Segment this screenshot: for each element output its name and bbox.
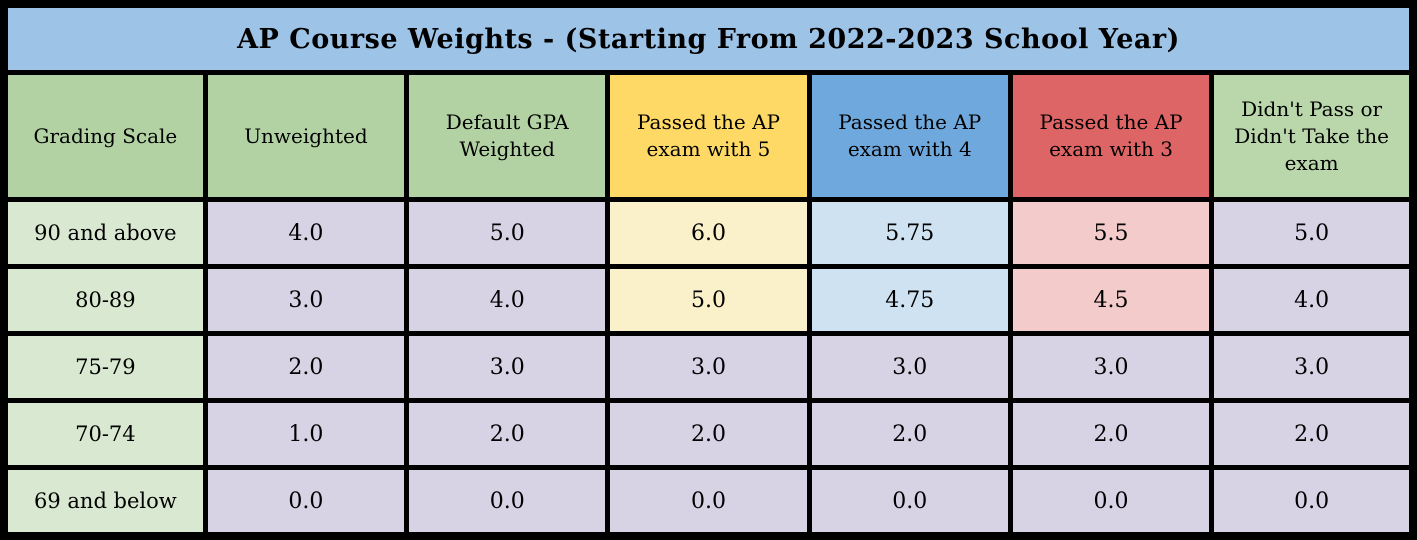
table-title: AP Course Weights - (Starting From 2022-… — [1, 1, 1416, 75]
value-cell: 0.0 — [1209, 465, 1416, 539]
value-cell: 4.0 — [404, 264, 611, 336]
value-cell: 0.0 — [404, 465, 611, 539]
value-cell: 0.0 — [605, 465, 812, 539]
row-label: 90 and above — [1, 197, 208, 269]
value-cell: 5.75 — [806, 197, 1013, 269]
col-header-grading-scale: Grading Scale — [1, 70, 208, 202]
table-row-70-74: 70-74 1.0 2.0 2.0 2.0 2.0 2.0 — [1, 398, 1416, 470]
value-cell: 3.0 — [1209, 331, 1416, 403]
value-cell: 2.0 — [806, 398, 1013, 470]
value-cell: 4.0 — [1209, 264, 1416, 336]
value-cell: 3.0 — [605, 331, 812, 403]
row-label: 70-74 — [1, 398, 208, 470]
table-header-row: Grading Scale Unweighted Default GPA Wei… — [1, 70, 1416, 202]
value-cell: 3.0 — [404, 331, 611, 403]
value-cell: 4.0 — [202, 197, 410, 269]
row-label: 69 and below — [1, 465, 208, 539]
value-cell: 5.0 — [1209, 197, 1416, 269]
table-row-75-79: 75-79 2.0 3.0 3.0 3.0 3.0 3.0 — [1, 331, 1416, 403]
value-cell: 5.0 — [605, 264, 812, 336]
value-cell: 6.0 — [605, 197, 812, 269]
table-title-row: AP Course Weights - (Starting From 2022-… — [1, 1, 1416, 75]
col-header-passed-exam-5: Passed the AP exam with 5 — [605, 70, 812, 202]
value-cell: 4.75 — [806, 264, 1013, 336]
col-header-didnt-pass-or-take: Didn't Pass or Didn't Take the exam — [1209, 70, 1416, 202]
value-cell: 0.0 — [1007, 465, 1215, 539]
col-header-default-gpa: Default GPA Weighted — [404, 70, 611, 202]
value-cell: 3.0 — [202, 264, 410, 336]
value-cell: 2.0 — [202, 331, 410, 403]
col-header-unweighted: Unweighted — [202, 70, 410, 202]
value-cell: 4.5 — [1007, 264, 1215, 336]
value-cell: 0.0 — [806, 465, 1013, 539]
value-cell: 1.0 — [202, 398, 410, 470]
value-cell: 2.0 — [605, 398, 812, 470]
row-label: 75-79 — [1, 331, 208, 403]
value-cell: 3.0 — [1007, 331, 1215, 403]
row-label: 80-89 — [1, 264, 208, 336]
col-header-passed-exam-3: Passed the AP exam with 3 — [1007, 70, 1215, 202]
value-cell: 5.0 — [404, 197, 611, 269]
table-row-80-89: 80-89 3.0 4.0 5.0 4.75 4.5 4.0 — [1, 264, 1416, 336]
value-cell: 2.0 — [404, 398, 611, 470]
value-cell: 3.0 — [806, 331, 1013, 403]
table-row-90-and-above: 90 and above 4.0 5.0 6.0 5.75 5.5 5.0 — [1, 197, 1416, 269]
value-cell: 2.0 — [1209, 398, 1416, 470]
col-header-passed-exam-4: Passed the AP exam with 4 — [806, 70, 1013, 202]
value-cell: 5.5 — [1007, 197, 1215, 269]
value-cell: 2.0 — [1007, 398, 1215, 470]
value-cell: 0.0 — [202, 465, 410, 539]
table-row-69-and-below: 69 and below 0.0 0.0 0.0 0.0 0.0 0.0 — [1, 465, 1416, 539]
